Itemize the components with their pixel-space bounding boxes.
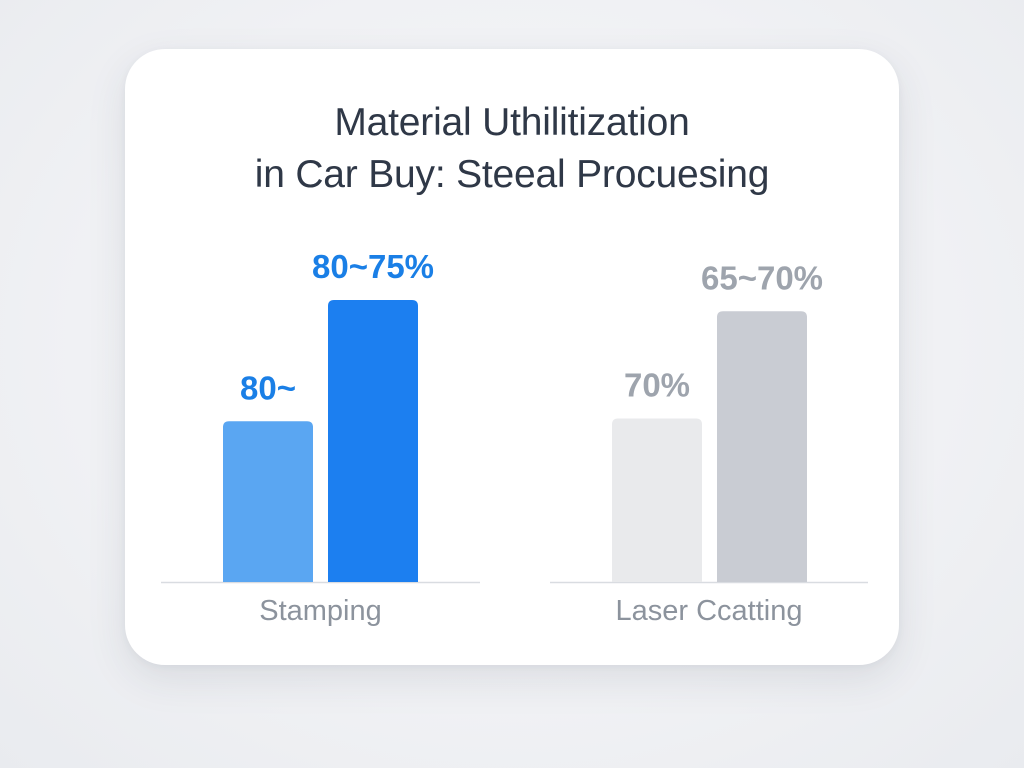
chart-title-line-2: in Car Buy: Steeal Procuesing bbox=[254, 153, 770, 196]
bar-2-1 bbox=[612, 418, 702, 582]
bar-1-1 bbox=[223, 421, 313, 582]
bar-2-2 bbox=[717, 311, 807, 582]
data-label-2-1: 70% bbox=[624, 366, 690, 403]
data-label-1-1: 80~ bbox=[240, 369, 296, 406]
category-label-2: Laser Ccatting bbox=[616, 595, 803, 627]
data-label-1-2: 80~75% bbox=[312, 248, 434, 285]
bar-1-2 bbox=[328, 300, 418, 582]
chart-title-line-1: Material Uthilitization bbox=[334, 101, 690, 144]
data-label-2-2: 65~70% bbox=[701, 259, 823, 296]
chart-title: Material Uthilitization in Car Buy: Stee… bbox=[0, 97, 1024, 201]
category-label-1: Stamping bbox=[259, 595, 382, 627]
